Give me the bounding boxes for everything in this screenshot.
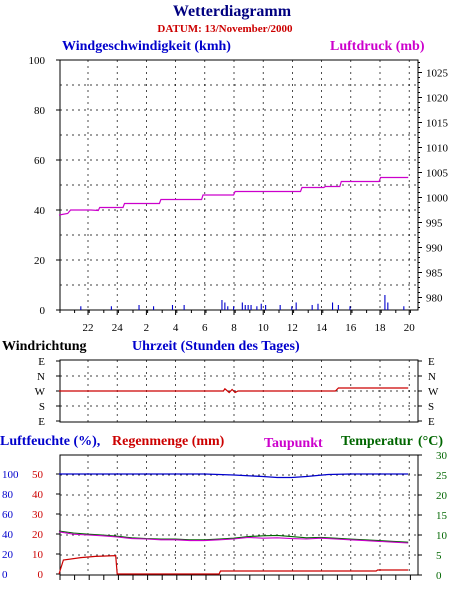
y-right-tick-label: 985: [426, 268, 443, 280]
humidity-temperature-axes: 0 20 40 60 80 100 0 10 20 30 40 50 0 5 10 15 20 25 30: [2, 450, 448, 582]
wind-direction-axes: E EN NW WS SE E: [35, 356, 439, 428]
rain-tick-label: 40: [32, 489, 44, 501]
y-right-tick-label: 1005: [426, 168, 449, 180]
temperature-line: [58, 530, 409, 543]
temperature-tick-label: 0: [436, 570, 442, 582]
y-left-tick-label: 100: [29, 55, 46, 67]
direction-label-left: E: [38, 416, 45, 428]
y-left-tick-label: 20: [34, 255, 46, 267]
humidity-temperature-series: [58, 473, 409, 575]
direction-label-left: N: [37, 371, 45, 383]
direction-label-right: E: [428, 356, 435, 368]
chart-title: Wetterdiagramm: [173, 3, 292, 20]
y-right-tick-label: 995: [426, 218, 443, 230]
rain-line: [58, 554, 409, 575]
direction-label-right: N: [428, 371, 436, 383]
time-axis-label: Uhrzeit (Stunden des Tages): [132, 339, 300, 354]
x-tick-label: 16: [345, 322, 357, 334]
temperature-tick-label: 20: [436, 490, 448, 502]
y-right-tick-label: 1000: [426, 193, 449, 205]
y-right-tick-label: 1025: [426, 68, 449, 80]
direction-label-right: E: [428, 416, 435, 428]
x-tick-label: 2: [144, 322, 150, 334]
x-tick-label: 20: [404, 322, 416, 334]
humidity-tick-label: 100: [2, 469, 19, 481]
dewpoint-title: Taupunkt: [264, 436, 323, 451]
humidity-tick-label: 80: [2, 489, 14, 501]
x-tick-label: 22: [83, 322, 94, 334]
y-right-tick-label: 1020: [426, 93, 449, 105]
temperature-tick-label: 30: [436, 450, 448, 462]
x-tick-label: 10: [258, 322, 270, 334]
pressure-line: [58, 176, 409, 216]
wind-direction-series: [59, 387, 409, 394]
wind-pressure-grid: [60, 60, 418, 310]
rain-tick-label: 30: [32, 509, 44, 521]
humidity-tick-label: 40: [2, 529, 14, 541]
x-tick-label: 14: [316, 322, 328, 334]
temperature-tick-label: 5: [436, 550, 442, 562]
temperature-tick-label: 15: [436, 510, 448, 522]
direction-label-right: W: [428, 386, 439, 398]
humidity-temperature-frame: [59, 454, 419, 576]
rain-tick-label: 20: [32, 529, 44, 541]
y-left-tick-label: 80: [34, 105, 46, 117]
wind-pressure-series: [58, 176, 409, 310]
x-tick-label: 4: [173, 322, 179, 334]
y-right-tick-label: 1010: [426, 143, 449, 155]
rain-tick-label: 50: [32, 469, 44, 481]
y-right-tick-label: 1015: [426, 118, 449, 130]
wind-speed-title: Windgeschwindigkeit (kmh): [62, 39, 231, 54]
wind-pressure-axes: 0 20 40 60 80 100 980 985 990 995 1000 1005 1010 1015…: [29, 55, 449, 334]
dewpoint-line: [58, 531, 409, 544]
temperature-unit: (°C): [418, 434, 443, 449]
wind-pressure-frame: [59, 59, 419, 311]
humidity-temperature-grid: [60, 455, 418, 575]
wind-direction-line: [59, 387, 409, 394]
temperature-tick-label: 25: [436, 470, 448, 482]
y-left-tick-label: 40: [34, 205, 46, 217]
rain-tick-label: 10: [32, 549, 44, 561]
humidity-line: [59, 473, 409, 479]
direction-label-left: S: [39, 401, 45, 413]
humidity-tick-label: 60: [2, 509, 14, 521]
direction-label-left: E: [38, 356, 45, 368]
y-left-tick-label: 0: [40, 305, 46, 317]
x-tick-label: 6: [202, 322, 208, 334]
y-left-tick-label: 60: [34, 155, 46, 167]
humidity-tick-label: 20: [2, 549, 14, 561]
wind-direction-title: Windrichtung: [2, 339, 87, 354]
temperature-title: Temperatur: [341, 434, 413, 449]
y-right-tick-label: 990: [426, 243, 443, 255]
direction-label-left: W: [35, 386, 46, 398]
x-tick-label: 24: [112, 322, 124, 334]
x-tick-label: 12: [287, 322, 298, 334]
x-tick-label: 8: [231, 322, 237, 334]
temperature-tick-label: 10: [436, 530, 448, 542]
rain-title: Regenmenge (mm): [112, 434, 225, 449]
rain-tick-label: 0: [38, 569, 44, 581]
direction-label-right: S: [428, 401, 434, 413]
x-tick-label: 18: [375, 322, 387, 334]
humidity-tick-label: 0: [2, 569, 8, 581]
y-right-tick-label: 980: [426, 293, 443, 305]
pressure-title: Luftdruck (mb): [330, 39, 425, 54]
chart-date: DATUM: 13/November/2000: [157, 23, 293, 35]
humidity-title: Luftfeuchte (%),: [0, 434, 100, 449]
